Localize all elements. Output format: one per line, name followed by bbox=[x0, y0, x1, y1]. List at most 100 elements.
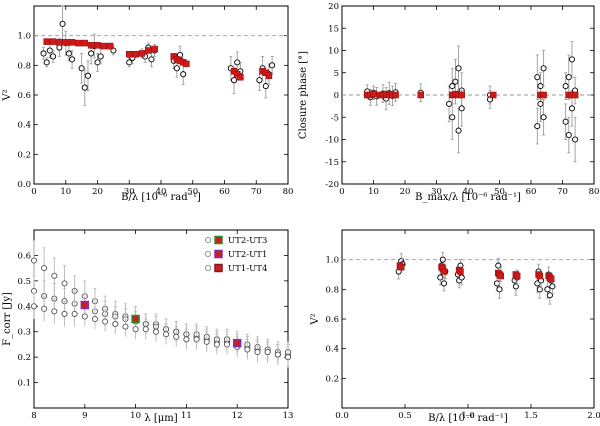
y-tick-label: 1.0 bbox=[325, 256, 339, 266]
legend-label: UT2-UT1 bbox=[228, 250, 267, 260]
y-tick-label: 0.6 bbox=[17, 251, 31, 261]
spectrum-point bbox=[51, 272, 58, 279]
data-point bbox=[262, 83, 269, 90]
spectrum-point bbox=[284, 354, 292, 361]
data-point bbox=[439, 256, 446, 263]
spectrum-point bbox=[173, 333, 180, 340]
model-point bbox=[417, 91, 424, 99]
data-point bbox=[50, 53, 57, 60]
spectrum-point bbox=[163, 331, 170, 338]
model-point bbox=[497, 272, 505, 280]
y-tick-label: 0.3 bbox=[17, 328, 31, 338]
x-tick-label: 0 bbox=[339, 187, 344, 197]
spectrum-point bbox=[81, 313, 88, 320]
y-tick-label: 0.0 bbox=[17, 180, 31, 190]
data-point bbox=[78, 65, 85, 72]
x-axis-label: B/λ [10⁻⁶ rad⁻¹] bbox=[121, 192, 201, 203]
x-tick-label: 60 bbox=[219, 187, 230, 197]
data-point bbox=[81, 84, 88, 91]
x-tick-label: 30 bbox=[431, 187, 442, 197]
model-point bbox=[43, 38, 50, 45]
panel-visibility-short: 0.0 0.5 1.0 1.5 2.0 0.2 0.4 0.6 0.8 1.0 B/λ [10⁻⁶… bbox=[310, 229, 600, 424]
model-point bbox=[81, 39, 89, 47]
y-tick-label: 0.8 bbox=[17, 61, 31, 71]
data-point bbox=[458, 274, 465, 281]
model-point bbox=[94, 42, 101, 49]
y-tick-label: 0.2 bbox=[17, 150, 31, 160]
x-tick-label: 13 bbox=[283, 411, 294, 421]
data-point bbox=[97, 53, 104, 60]
y-tick-label: 10 bbox=[328, 47, 339, 57]
y-axis-label: V² bbox=[310, 313, 321, 325]
x-tick-label: 1.5 bbox=[524, 411, 538, 421]
model-point bbox=[87, 42, 95, 49]
data-point bbox=[572, 136, 579, 143]
spectrum-point bbox=[122, 323, 129, 330]
y-tick-label: -5 bbox=[331, 113, 339, 123]
legend-label: UT2-UT3 bbox=[228, 236, 267, 246]
y-tick-label: 0 bbox=[334, 91, 339, 101]
x-axis-label: B_max/λ [10⁻⁶ rad⁻¹] bbox=[415, 192, 521, 203]
spectrum-point bbox=[61, 280, 68, 287]
data-point bbox=[568, 105, 576, 112]
model-point bbox=[265, 72, 273, 79]
x-tick-label: 0.0 bbox=[335, 411, 349, 421]
data-point bbox=[126, 59, 133, 66]
y-tick-label: 0.4 bbox=[17, 121, 31, 131]
y-axis-label: F_corr [Jy] bbox=[2, 292, 13, 346]
data-point bbox=[562, 118, 569, 125]
x-tick-label: 70 bbox=[557, 187, 568, 197]
model-point bbox=[75, 39, 82, 47]
x-tick-label: 1.0 bbox=[461, 411, 475, 421]
legend-marker-circle bbox=[204, 236, 212, 244]
spectrum-point bbox=[142, 326, 149, 333]
model-point bbox=[62, 39, 69, 46]
x-axis-label: B/λ [10⁻⁶ rad⁻¹] bbox=[428, 413, 508, 424]
model-point bbox=[126, 50, 133, 58]
x-tick-label: 30 bbox=[124, 187, 135, 197]
data-point bbox=[496, 286, 503, 293]
model-point bbox=[100, 42, 108, 50]
model-point bbox=[536, 272, 544, 280]
x-tick-label: 40 bbox=[156, 187, 167, 197]
x-tick-label: 0 bbox=[31, 187, 36, 197]
x-tick-label: 80 bbox=[283, 187, 294, 197]
y-tick-label: 0.4 bbox=[325, 345, 339, 355]
x-tick-label: 2.0 bbox=[587, 411, 600, 421]
legend-marker-square bbox=[214, 235, 223, 245]
y-axis-label: Closure phase [°] bbox=[298, 51, 309, 139]
spectrum-point bbox=[203, 338, 210, 345]
y-tick-label: 0.4 bbox=[17, 302, 31, 312]
data-point bbox=[455, 65, 462, 72]
x-tick-label: 9 bbox=[82, 411, 87, 421]
spectrum-point bbox=[91, 315, 99, 323]
plot-frame bbox=[33, 5, 289, 185]
data-point bbox=[88, 50, 95, 57]
data-point bbox=[568, 56, 576, 63]
data-point bbox=[452, 78, 459, 85]
data-point bbox=[534, 74, 541, 81]
data-point bbox=[65, 50, 72, 57]
x-tick-label: 50 bbox=[187, 187, 198, 197]
data-point bbox=[449, 114, 456, 121]
data-point bbox=[437, 274, 444, 281]
spectrum-point bbox=[223, 341, 231, 348]
model-point bbox=[547, 275, 555, 283]
data-point bbox=[56, 44, 63, 51]
data-point bbox=[534, 123, 541, 130]
y-tick-label: 0.1 bbox=[17, 379, 31, 389]
x-tick-label: 80 bbox=[589, 187, 600, 197]
model-point bbox=[237, 73, 244, 81]
panel-correlated-flux: 8 9 10 11 12 130.10.20.30.40.50.6 UT2-UT3UT2-… bbox=[2, 229, 294, 424]
data-point bbox=[537, 100, 544, 107]
data-point bbox=[59, 20, 66, 27]
model-point bbox=[56, 39, 63, 46]
data-point bbox=[544, 286, 551, 293]
x-tick-label: 20 bbox=[92, 187, 103, 197]
legend-marker-square bbox=[214, 249, 223, 259]
spectrum-point bbox=[193, 336, 200, 343]
y-tick-label: 20 bbox=[328, 2, 339, 12]
model-point bbox=[440, 268, 448, 275]
spectrum-point bbox=[30, 287, 38, 295]
